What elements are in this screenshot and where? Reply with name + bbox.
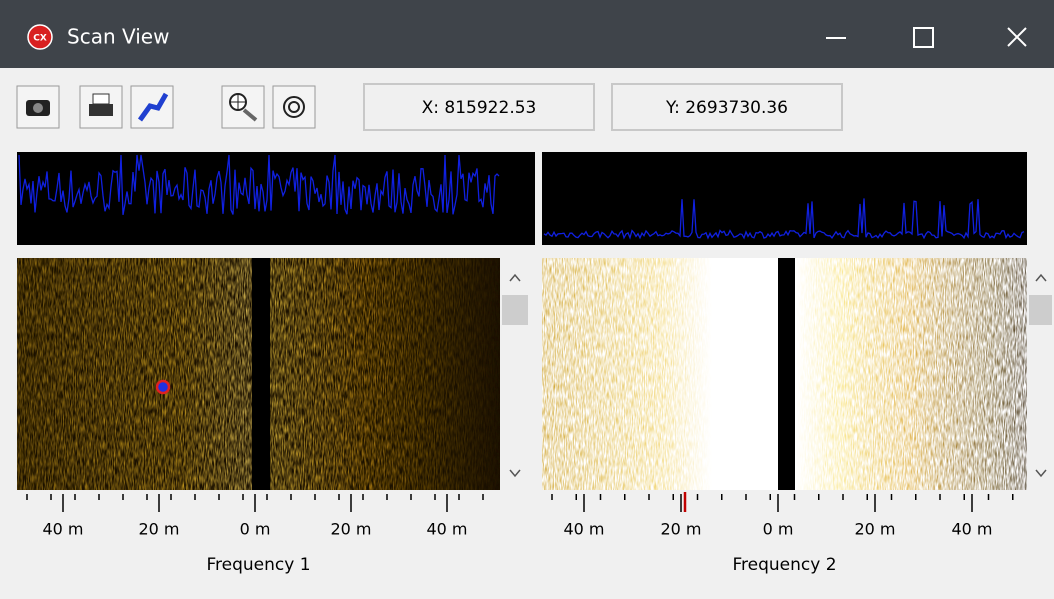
window-title: Scan View (67, 25, 169, 49)
camera-button[interactable] (16, 85, 60, 129)
scale-label: 20 m (854, 520, 895, 539)
connect-button[interactable] (130, 85, 174, 129)
scale-label: 40 m (426, 520, 467, 539)
sonar-image-2 (542, 258, 1027, 490)
signal-panel-2 (542, 152, 1027, 245)
scrollbar-2[interactable] (1027, 258, 1054, 490)
rings-button[interactable] (272, 85, 316, 129)
signal-trace (543, 198, 1025, 240)
title-bar (0, 0, 1054, 68)
scale-label: 40 m (951, 520, 992, 539)
sonar-image-1 (17, 258, 500, 490)
scale-label: 40 m (42, 520, 83, 539)
x-readout: X: 815922.53 (422, 98, 537, 118)
panel-label: Frequency 1 (206, 555, 310, 575)
scale-label: 20 m (138, 520, 179, 539)
y-readout-box (611, 83, 843, 131)
signal-trace (18, 154, 500, 216)
app-icon-text: CX (33, 34, 47, 44)
scale-label: 20 m (330, 520, 371, 539)
close-button[interactable] (1007, 27, 1027, 47)
position-marker (155, 379, 171, 395)
panel-label: Frequency 2 (732, 555, 836, 575)
scrollbar-1[interactable] (500, 258, 530, 490)
scale-label: 0 m (240, 520, 271, 539)
maximize-button[interactable] (913, 27, 934, 48)
y-readout: Y: 2693730.36 (665, 98, 788, 118)
print-button[interactable] (79, 85, 123, 129)
scale-label: 20 m (660, 520, 701, 539)
scale-label: 0 m (763, 520, 794, 539)
x-readout-box (363, 83, 595, 131)
target-button[interactable] (221, 85, 265, 129)
scale-label: 40 m (563, 520, 604, 539)
app-icon (27, 24, 53, 50)
